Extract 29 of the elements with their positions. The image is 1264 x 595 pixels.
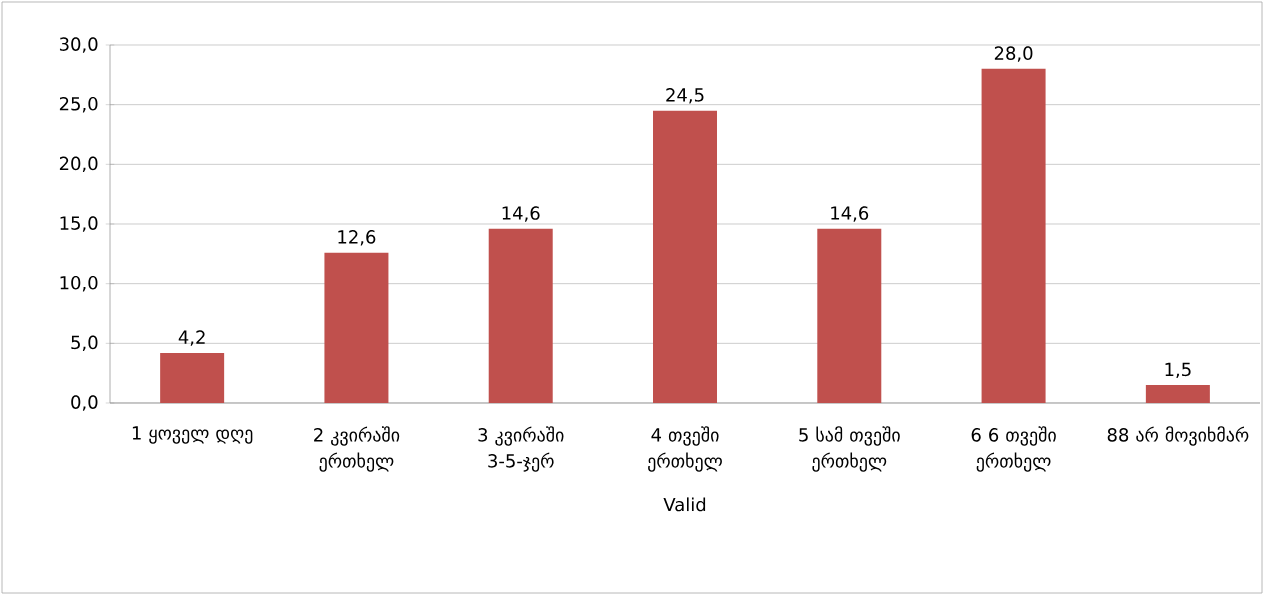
y-tick-label: 30,0 <box>59 37 98 53</box>
data-label: 14,6 <box>831 206 869 222</box>
y-tick-label: 15,0 <box>60 216 98 232</box>
data-label: 28,0 <box>994 46 1033 62</box>
y-tick-label: 5,0 <box>71 335 98 352</box>
bar <box>981 68 1046 403</box>
bar <box>324 252 389 403</box>
bar <box>653 110 718 403</box>
data-label: 1,5 <box>1165 362 1191 379</box>
y-tick-label: 10,0 <box>60 275 98 292</box>
y-tick-label: 0,0 <box>71 395 98 411</box>
bar <box>1145 385 1210 403</box>
x-axis-title: Valid <box>663 497 706 512</box>
y-tick-label: 20,0 <box>59 156 98 173</box>
x-tick-label: 3 კვირაში 3-5-ჯერ <box>478 426 564 472</box>
y-tick-label: 25,0 <box>59 96 98 113</box>
x-tick-label: 1 ყოველ დღე <box>132 426 253 444</box>
data-label: 12,6 <box>338 230 376 246</box>
x-tick-label: 2 კვირაში ერთხელ <box>314 426 400 472</box>
x-tick-label: 6 6 თვეში ერთხელ <box>971 426 1056 472</box>
bar <box>488 228 553 403</box>
data-label: 4,2 <box>178 330 205 346</box>
x-tick-label: 5 სამ თვეში ერთხელ <box>799 426 900 472</box>
x-tick-label: 88 არ მოვიხმარ <box>1107 426 1249 446</box>
data-label: 14,6 <box>502 206 540 222</box>
data-label: 24,5 <box>666 88 704 104</box>
x-tick-label: 4 თვეში ერთხელ <box>648 426 722 472</box>
bar <box>817 228 882 403</box>
bar <box>160 352 225 403</box>
